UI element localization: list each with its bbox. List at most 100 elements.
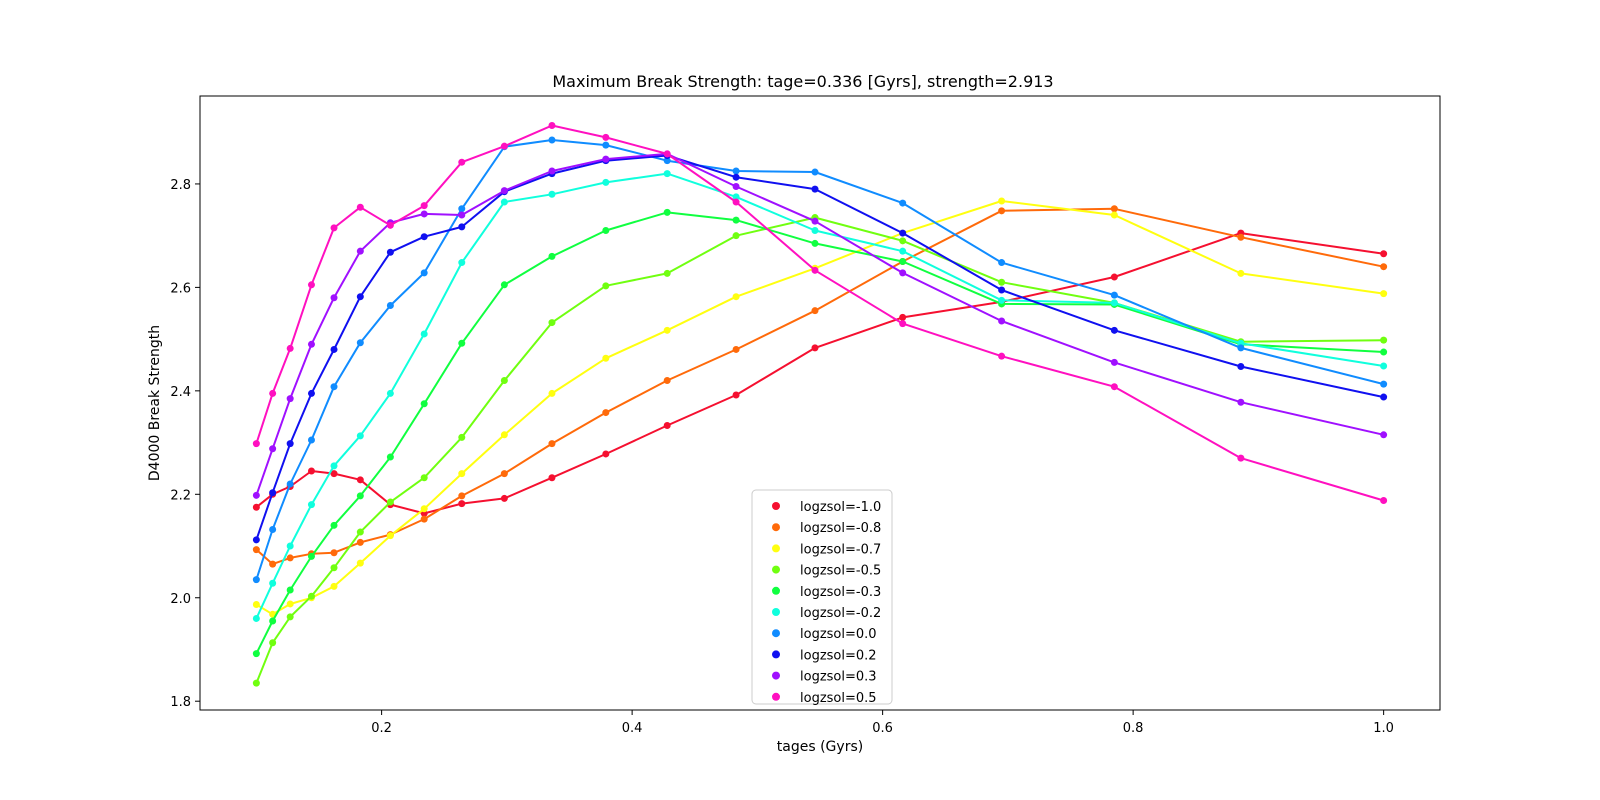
data-point <box>458 211 466 219</box>
data-point <box>500 470 508 478</box>
data-point <box>548 136 556 144</box>
data-point <box>811 266 819 274</box>
data-point <box>1110 211 1118 219</box>
data-point <box>1237 269 1245 277</box>
data-point <box>330 582 338 590</box>
data-point <box>330 564 338 572</box>
data-point <box>286 586 294 594</box>
legend-label: logzsol=-0.7 <box>800 542 881 557</box>
data-point <box>1380 431 1388 439</box>
x-tick-label: 0.8 <box>1123 721 1144 736</box>
data-point <box>548 319 556 327</box>
data-point <box>286 344 294 352</box>
legend-marker <box>772 544 780 553</box>
data-point <box>286 542 294 550</box>
data-point <box>252 614 260 622</box>
data-point <box>1380 263 1388 271</box>
data-point <box>269 525 277 533</box>
data-point <box>252 600 260 608</box>
data-point <box>420 515 428 523</box>
data-point <box>1110 326 1118 334</box>
data-point <box>998 197 1006 205</box>
series-layer <box>252 121 1388 687</box>
data-point <box>899 229 907 237</box>
data-point <box>1237 363 1245 371</box>
series-line <box>255 152 1384 496</box>
legend-marker <box>772 608 780 616</box>
data-point <box>356 538 364 546</box>
legend-item: logzsol=0.2 <box>772 648 877 663</box>
data-point <box>602 226 610 234</box>
series-8 <box>252 150 1388 499</box>
x-axis: 0.2 0.4 0.6 0.8 1.0 <box>371 710 1394 736</box>
legend-item: logzsol=-0.5 <box>772 564 881 579</box>
legend-label: logzsol=0.5 <box>800 691 877 706</box>
data-point <box>602 409 610 417</box>
y-tick-label: 1.8 <box>170 695 191 710</box>
data-point <box>998 296 1006 304</box>
data-point <box>286 613 294 621</box>
y-tick-label: 2.0 <box>170 592 191 607</box>
data-point <box>998 352 1006 360</box>
legend-label: logzsol=0.2 <box>800 648 877 663</box>
data-point <box>732 183 740 191</box>
data-point <box>420 233 428 241</box>
y-tick-label: 2.4 <box>170 385 191 400</box>
data-point <box>458 339 466 347</box>
data-point <box>602 354 610 362</box>
chart-title: Maximum Break Strength: tage=0.336 [Gyrs… <box>552 72 1053 91</box>
data-point <box>420 202 428 210</box>
data-point <box>286 440 294 448</box>
data-point <box>602 282 610 290</box>
legend-box <box>751 489 893 705</box>
data-point <box>269 560 277 568</box>
data-point <box>811 307 819 315</box>
data-point <box>998 207 1006 215</box>
data-point <box>548 389 556 397</box>
data-point <box>252 491 260 499</box>
data-point <box>732 173 740 181</box>
data-point <box>307 436 315 444</box>
series-5 <box>252 170 1388 622</box>
data-point <box>732 232 740 240</box>
data-point <box>269 579 277 587</box>
data-point <box>252 576 260 584</box>
x-axis-label: tages (Gyrs) <box>777 739 863 755</box>
data-point <box>356 203 364 211</box>
data-point <box>307 281 315 289</box>
data-point <box>602 155 610 163</box>
data-point <box>811 168 819 176</box>
data-point <box>307 467 315 475</box>
data-point <box>458 205 466 213</box>
legend-marker <box>772 671 780 680</box>
series-line <box>255 200 1384 616</box>
data-point <box>1380 290 1388 298</box>
data-point <box>732 216 740 224</box>
data-point <box>548 190 556 198</box>
data-point <box>307 552 315 560</box>
data-point <box>330 470 338 478</box>
data-point <box>899 320 907 328</box>
data-point <box>500 281 508 289</box>
legend-marker <box>772 692 780 701</box>
legend-label: logzsol=0.3 <box>800 670 877 685</box>
data-point <box>602 178 610 186</box>
x-tick-label: 1.0 <box>1373 721 1394 736</box>
data-point <box>899 247 907 255</box>
data-point <box>1110 205 1118 213</box>
data-point <box>269 617 277 625</box>
data-point <box>252 503 260 511</box>
data-point <box>458 492 466 500</box>
data-point <box>330 224 338 232</box>
series-line <box>255 124 1384 502</box>
data-point <box>269 445 277 453</box>
data-point <box>420 400 428 408</box>
data-point <box>998 286 1006 294</box>
data-point <box>1380 250 1388 258</box>
data-point <box>458 223 466 231</box>
x-tick-label: 0.4 <box>622 721 643 736</box>
y-tick-label: 2.8 <box>170 178 191 193</box>
data-point <box>811 226 819 234</box>
data-point <box>356 432 364 440</box>
y-axis: 1.8 2.0 2.2 2.4 2.6 2.8 <box>170 178 200 710</box>
